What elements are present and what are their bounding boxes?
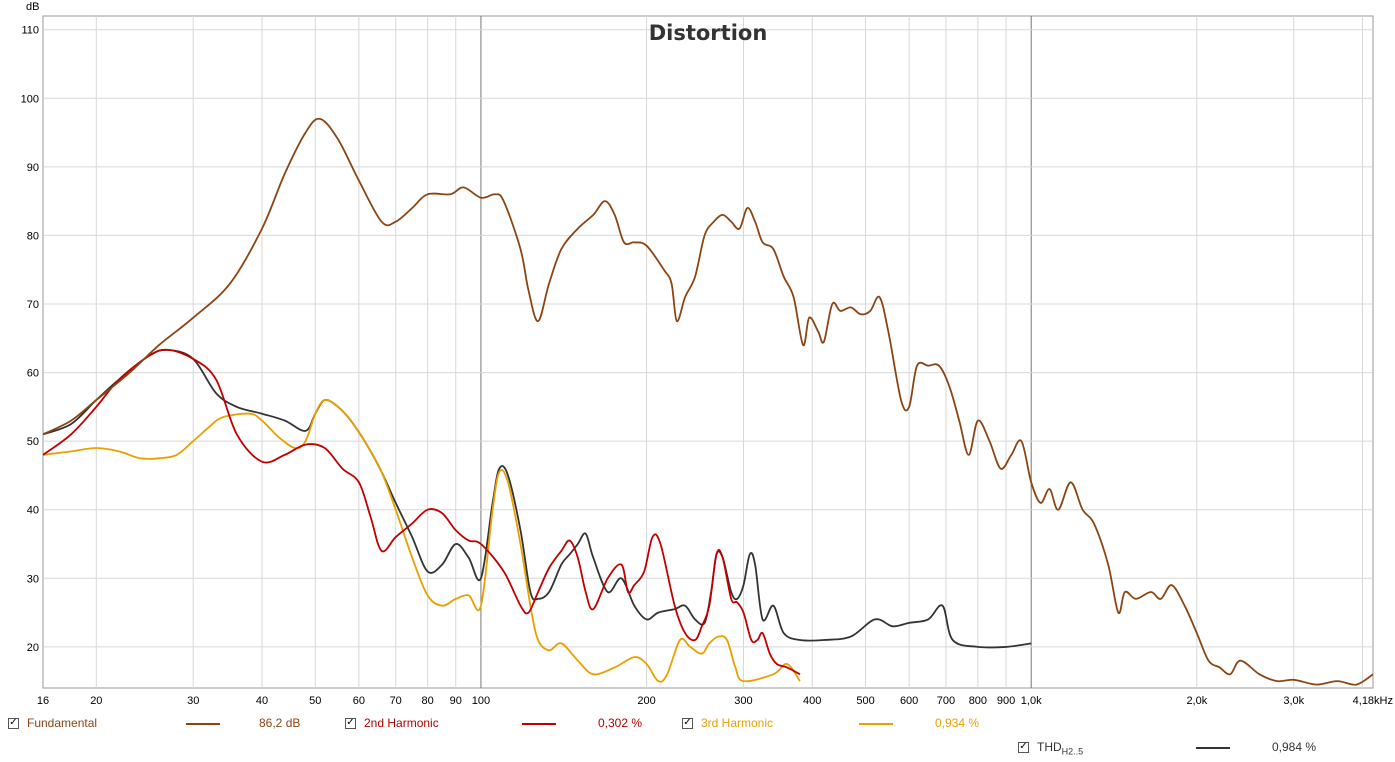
x-tick-label: 16 (37, 695, 49, 707)
series-line-3rd-harmonic (43, 398, 801, 683)
x-tick-label: 90 (450, 695, 462, 707)
legend-swatch (1196, 747, 1230, 749)
x-tick-label: 50 (309, 695, 321, 707)
series-layer (43, 117, 1373, 686)
x-tick-label: 60 (353, 695, 365, 707)
3rd-harmonic-checkbox[interactable]: ✓ (682, 717, 693, 729)
legend-item-2nd-harmonic[interactable]: ✓ 2nd Harmonic 0,302 % (345, 714, 685, 732)
x-tick-label: 2,0k (1186, 695, 1207, 707)
x-tick-label: 900 (997, 695, 1015, 707)
y-tick-label: 80 (27, 230, 39, 242)
x-tick-label: 80 (421, 695, 433, 707)
legend-value: 86,2 dB (259, 716, 301, 730)
thd-checkbox[interactable]: ✓ (1018, 741, 1029, 753)
y-tick-label: 110 (21, 25, 39, 37)
x-tick-label: 200 (637, 695, 655, 707)
legend-item-fundamental[interactable]: ✓ Fundamental 86,2 dB (8, 714, 348, 732)
series-line-thd (43, 348, 1032, 649)
legend-item-thd[interactable]: ✓ THDH2..5 0,984 % (1018, 738, 1358, 756)
y-tick-label: 70 (27, 299, 39, 311)
x-tick-label: 3,0k (1283, 695, 1304, 707)
x-tick-label: 70 (390, 695, 402, 707)
y-tick-label: 20 (27, 642, 39, 654)
x-tick-label: 400 (803, 695, 821, 707)
legend-swatch (859, 723, 893, 725)
y-tick-label: 100 (21, 93, 39, 105)
fundamental-checkbox[interactable]: ✓ (8, 717, 19, 729)
x-tick-label: 30 (187, 695, 199, 707)
x-tick-label: 100 (472, 695, 490, 707)
legend-swatch (186, 723, 220, 725)
legend-swatch (522, 723, 556, 725)
x-tick-label: 800 (969, 695, 987, 707)
legend-label: 2nd Harmonic (364, 716, 439, 730)
plot-area (42, 15, 1374, 689)
legend-value: 0,934 % (935, 716, 980, 730)
distortion-chart: 20 30 40 50 60 70 80 90 100 110 16 20 30 40 50 60 70 80 90… (21, 1, 1393, 707)
x-tick-label: 20 (90, 695, 102, 707)
axis-labels: 20 30 40 50 60 70 80 90 100 110 16 20 30 40 50 60 70 80 90… (21, 25, 1393, 707)
series-line-2nd-harmonic (43, 348, 801, 676)
legend-value: 0,984 % (1272, 740, 1317, 754)
grid (43, 16, 1373, 688)
series-line-fundamental (43, 117, 1373, 686)
x-tick-label: 40 (256, 695, 268, 707)
y-tick-label: 60 (27, 368, 39, 380)
legend-label: 3rd Harmonic (701, 716, 774, 730)
x-tick-label: 700 (937, 695, 955, 707)
y-tick-label: 90 (27, 162, 39, 174)
y-tick-label: 40 (27, 505, 39, 517)
x-tick-label: 4,18kHz (1353, 695, 1393, 707)
legend-value: 0,302 % (598, 716, 643, 730)
2nd-harmonic-checkbox[interactable]: ✓ (345, 717, 356, 729)
legend-item-3rd-harmonic[interactable]: ✓ 3rd Harmonic 0,934 % (682, 714, 1022, 732)
chart-title: Distortion (649, 21, 768, 45)
y-axis-unit: dB (26, 1, 39, 13)
legend-label: Fundamental (27, 716, 98, 730)
y-tick-label: 30 (27, 573, 39, 585)
y-tick-label: 50 (27, 436, 39, 448)
legend-label: THDH2..5 (1037, 740, 1084, 757)
x-tick-label: 1,0k (1021, 695, 1042, 707)
x-tick-label: 600 (900, 695, 918, 707)
x-tick-label: 500 (856, 695, 874, 707)
x-tick-label: 300 (734, 695, 752, 707)
legend-label-subscript: H2..5 (1061, 746, 1084, 757)
